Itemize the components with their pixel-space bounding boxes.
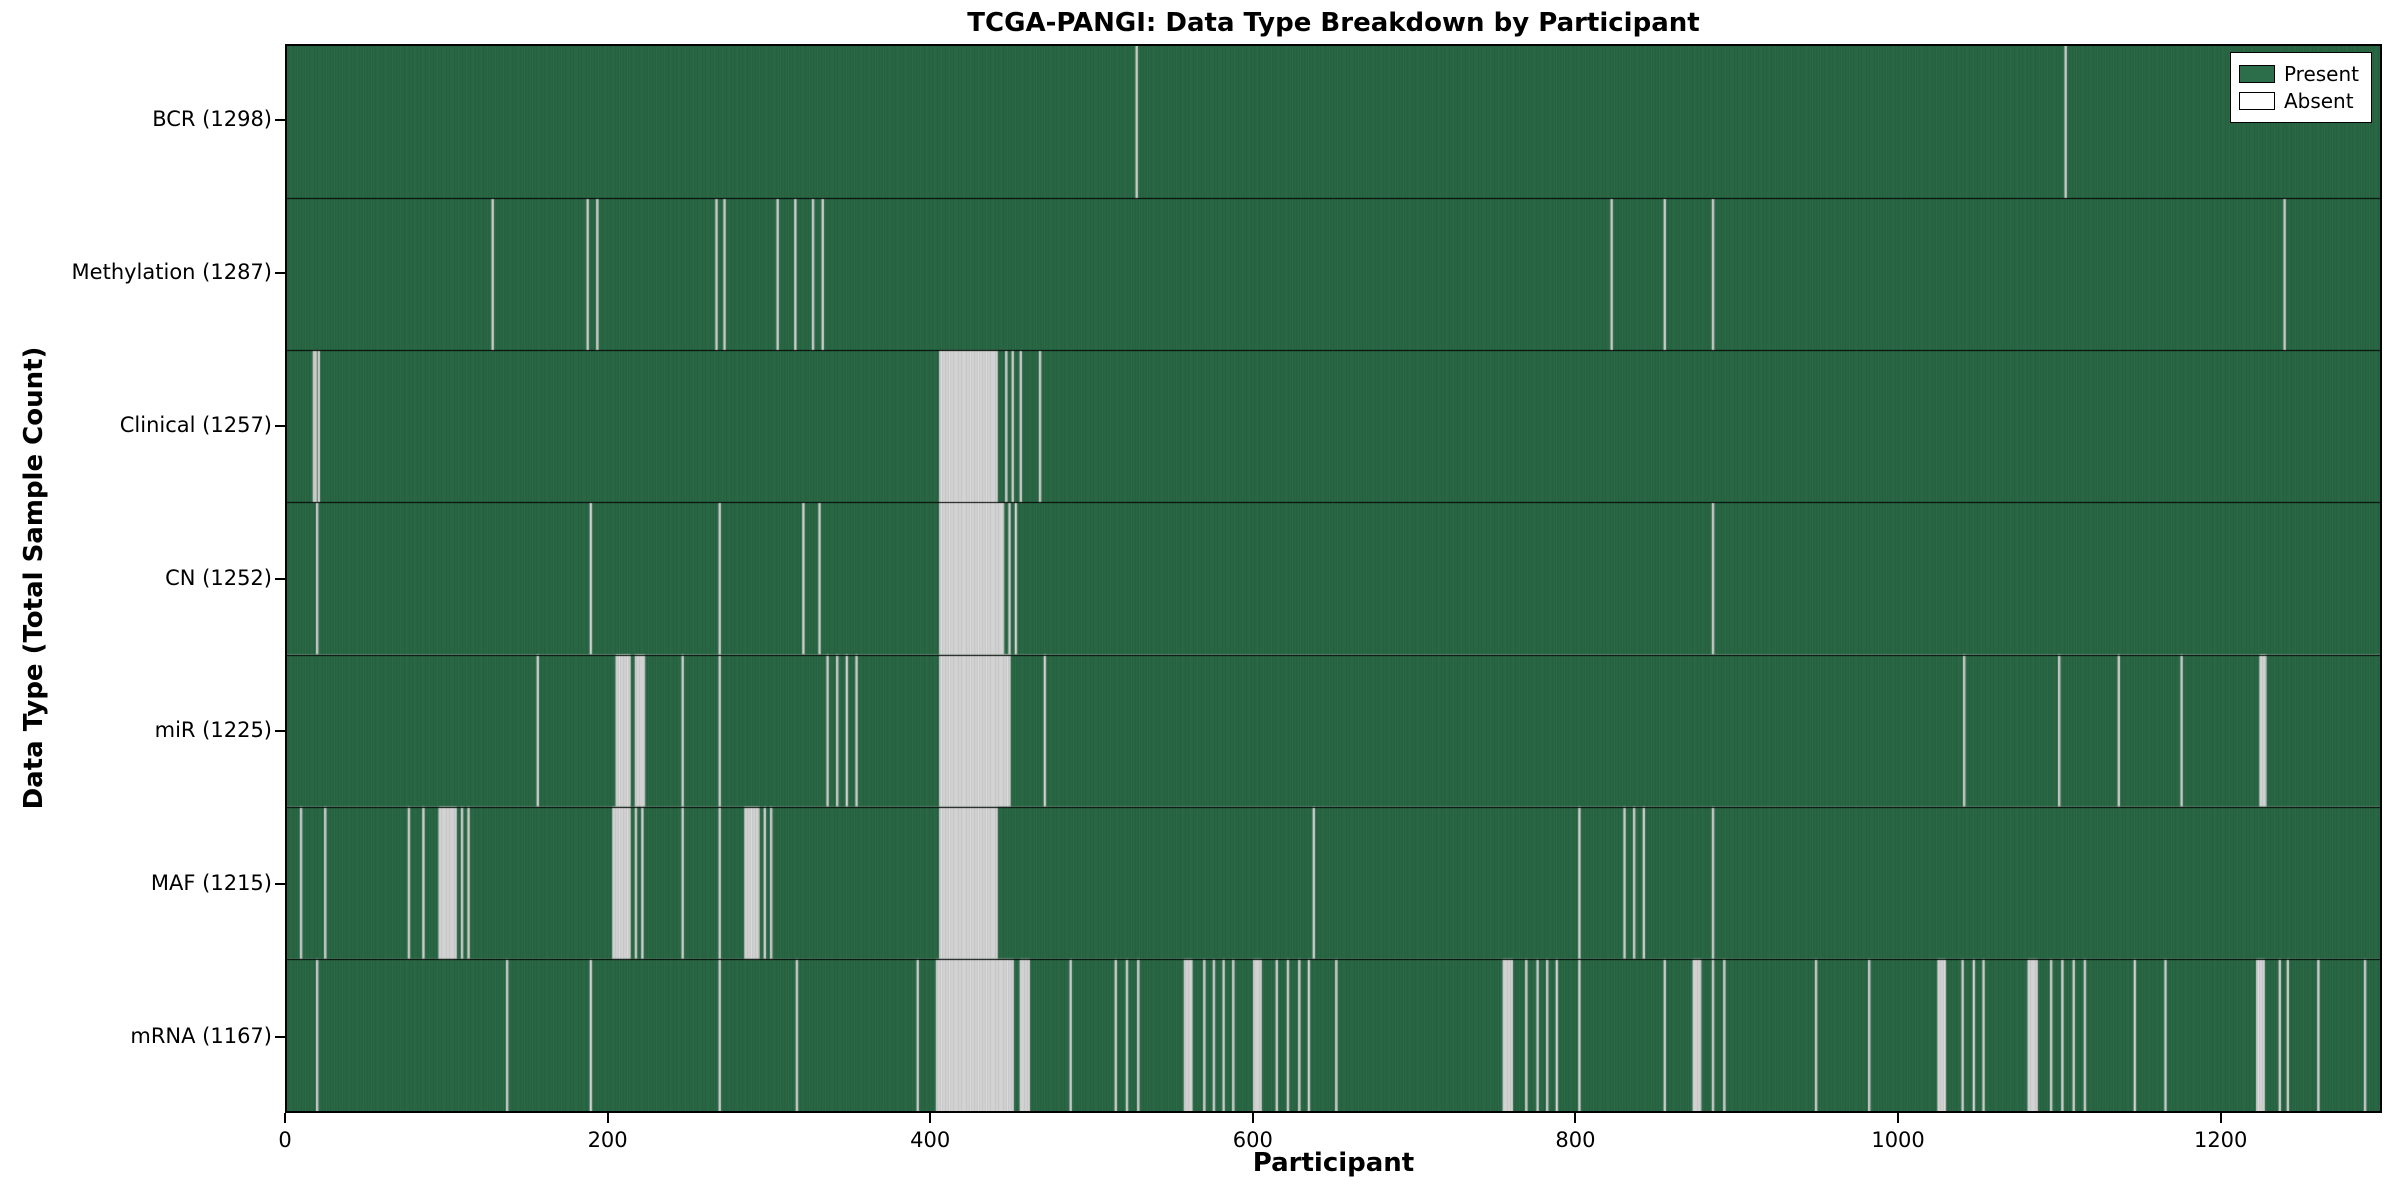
legend-item-present: Present	[2238, 62, 2359, 86]
x-axis-label: Participant	[1252, 1148, 1415, 1178]
x-tick-mark	[606, 1113, 609, 1123]
y-tick-label-bcr: BCR (1298)	[152, 107, 272, 132]
y-tick-label-cn: CN (1252)	[165, 565, 272, 590]
y-tick-label-mrna: mRNA (1167)	[130, 1023, 272, 1048]
x-tick-mark	[284, 1113, 286, 1123]
x-tick-label-0: 0	[278, 1128, 292, 1152]
y-tick-label-maf: MAF (1215)	[150, 870, 272, 895]
y-tick-mark	[275, 882, 285, 885]
y-tick-label-methylation: Methylation (1287)	[71, 259, 272, 284]
x-tick-label-600: 600	[1232, 1128, 1273, 1152]
x-tick-mark	[1574, 1113, 1577, 1123]
chart-title: TCGA-PANGI: Data Type Breakdown by Parti…	[967, 8, 1700, 38]
plot-area: Present Absent	[285, 44, 2382, 1113]
x-tick-mark	[1251, 1113, 1254, 1123]
x-tick-label-800: 800	[1555, 1128, 1596, 1152]
x-tick-mark	[1897, 1113, 1900, 1123]
y-tick-mark	[275, 1035, 285, 1038]
y-tick-mark	[275, 424, 285, 427]
x-tick-label-200: 200	[587, 1128, 628, 1152]
y-tick-mark	[275, 577, 285, 580]
x-tick-mark	[929, 1113, 932, 1123]
legend-item-absent: Absent	[2238, 89, 2359, 113]
legend-swatch-absent	[2238, 92, 2275, 110]
y-tick-label-clinical: Clinical (1257)	[119, 412, 272, 437]
legend-swatch-present	[2238, 65, 2275, 83]
y-tick-mark	[275, 272, 285, 275]
legend-label-absent: Absent	[2283, 89, 2354, 113]
x-tick-label-400: 400	[910, 1128, 951, 1152]
x-tick-label-1000: 1000	[1871, 1128, 1925, 1152]
x-tick-label-1200: 1200	[2193, 1128, 2248, 1152]
x-tick-mark	[2219, 1113, 2222, 1123]
legend: Present Absent	[2229, 52, 2372, 123]
y-tick-label-mir: miR (1225)	[154, 718, 272, 743]
y-tick-mark	[275, 730, 285, 733]
legend-label-present: Present	[2283, 62, 2359, 86]
y-tick-mark	[275, 119, 285, 122]
heatmap-canvas	[287, 46, 2380, 1111]
